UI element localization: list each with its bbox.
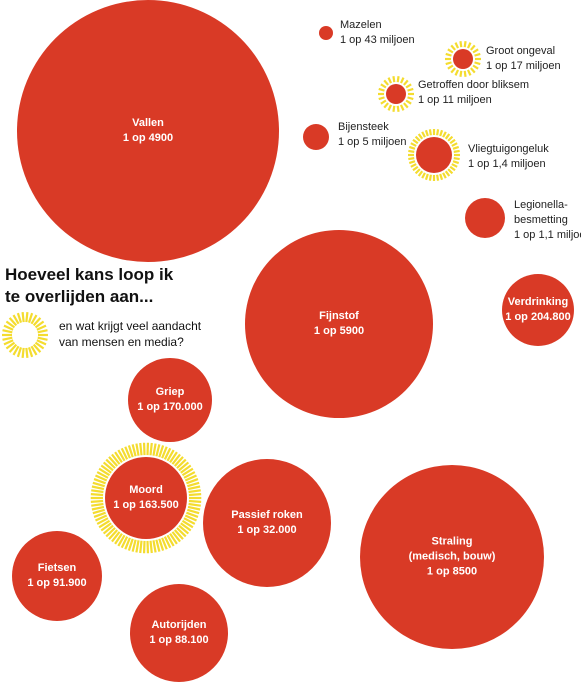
bubble-fietsen (12, 531, 102, 621)
page-title: Hoeveel kans loop ik te overlijden aan..… (5, 264, 205, 308)
bubble-label-mazelen: Mazelen 1 op 43 miljoen (340, 18, 415, 48)
bubble-label-line: 1 op 1,1 miljoen (514, 229, 581, 241)
bubble-label-bijensteek: Bijensteek 1 op 5 miljoen (338, 120, 407, 150)
bubble-label-line: Legionella- (514, 199, 568, 211)
bubble-label-line: Verdrinking (507, 296, 569, 308)
bubble-straling (360, 465, 544, 649)
bubble-moord (105, 457, 187, 539)
bubble-label-line: 1 op 32.000 (237, 524, 297, 536)
bubble-label-line: 1 op 5 miljoen (338, 136, 407, 148)
bubble-passief-roken (203, 459, 331, 587)
bubble-label-legionellabesmetting: Legionella-besmetting 1 op 1,1 miljoen (514, 198, 581, 243)
bubble-label-groot-ongeval: Groot ongeval 1 op 17 miljoen (486, 44, 561, 74)
bubble-label-line: 1 op 5900 (313, 325, 365, 337)
bubble-label-line: Griep (155, 386, 185, 398)
attention-rays-moord (90, 442, 202, 554)
bubble-label-vallen: Vallen 1 op 4900 (123, 116, 173, 146)
bubble-vallen (17, 0, 279, 262)
bubble-label-autorijden: Autorijden 1 op 88.100 (149, 618, 208, 648)
bubble-label-line: 1 op 11 miljoen (418, 94, 492, 106)
bubble-label-line: Groot ongeval (486, 45, 556, 57)
bubble-label-line: Autorijden (151, 619, 207, 631)
bubble-autorijden (130, 584, 228, 682)
bubble-label-line: 1 op 1,4 miljoen (468, 158, 546, 170)
legend-rays (2, 312, 48, 358)
bubble-label-line: Vliegtuigongeluk (468, 143, 549, 155)
bubble-label-line: 1 op 204.800 (505, 311, 571, 323)
title-line: te overlijden aan... (5, 287, 154, 306)
attention-rays-vliegtuigongeluk (408, 129, 460, 181)
bubble-label-griep: Griep 1 op 170.000 (137, 385, 202, 415)
bubble-label-line: Moord (129, 484, 163, 496)
bubble-fijnstof (245, 230, 433, 418)
bubble-mazelen (319, 26, 333, 40)
bubble-label-line: Straling (431, 535, 473, 548)
bubble-label-line: besmetting (514, 214, 568, 226)
bubble-label-line: Vallen (132, 117, 164, 129)
bubble-legionellabesmetting (465, 198, 505, 238)
bubble-label-getroffen-door-bliksem: Getroffen door bliksem 1 op 11 miljoen (418, 78, 529, 108)
bubble-label-line: 1 op 91.900 (27, 577, 87, 589)
bubble-label-straling: Straling (medisch, bouw) 1 op 8500 (409, 535, 496, 580)
bubble-verdrinking (502, 274, 574, 346)
bubble-label-fijnstof: Fijnstof 1 op 5900 (314, 309, 364, 339)
bubble-label-line: 1 op 8500 (426, 565, 478, 578)
bubble-label-line: Fijnstof (319, 310, 359, 322)
bubble-label-line: 1 op 88.100 (149, 634, 209, 646)
sunburst-ring-icon (2, 312, 48, 358)
legend-text: en wat krijgt veel aandacht van mensen e… (59, 318, 219, 350)
bubble-label-line: Bijensteek (338, 121, 389, 133)
title-line: Hoeveel kans loop ik (5, 265, 174, 284)
bubble-label-vliegtuigongeluk: Vliegtuigongeluk 1 op 1,4 miljoen (468, 142, 549, 172)
attention-rays-getroffen-door-bliksem (378, 76, 414, 112)
bubble-bijensteek (303, 124, 329, 150)
legend-line: van mensen en media? (59, 335, 184, 349)
bubble-label-line: 1 op 4900 (122, 132, 174, 144)
legend-line: en wat krijgt veel aandacht (59, 319, 202, 333)
bubble-label-passief-roken: Passief roken 1 op 32.000 (231, 508, 303, 538)
bubble-label-line: Getroffen door bliksem (418, 79, 530, 91)
bubble-label-line: 1 op 170.000 (137, 401, 203, 413)
bubble-vliegtuigongeluk (416, 137, 452, 173)
attention-rays-groot-ongeval (445, 41, 481, 77)
bubble-groot-ongeval (453, 49, 473, 69)
bubble-label-line: 1 op 17 miljoen (486, 60, 561, 72)
bubble-label-line: Passief roken (231, 509, 303, 521)
bubble-label-line: (medisch, bouw) (408, 550, 496, 563)
bubble-label-line: Mazelen (340, 19, 382, 31)
bubble-getroffen-door-bliksem (386, 84, 406, 104)
bubble-label-moord: Moord 1 op 163.500 (113, 483, 178, 513)
bubble-label-line: Fietsen (37, 562, 77, 574)
bubble-griep (128, 358, 212, 442)
bubble-label-line: 1 op 163.500 (113, 499, 179, 511)
bubble-label-verdrinking: Verdrinking 1 op 204.800 (505, 295, 570, 325)
bubble-label-fietsen: Fietsen 1 op 91.900 (27, 561, 86, 591)
bubble-label-line: 1 op 43 miljoen (340, 34, 415, 46)
